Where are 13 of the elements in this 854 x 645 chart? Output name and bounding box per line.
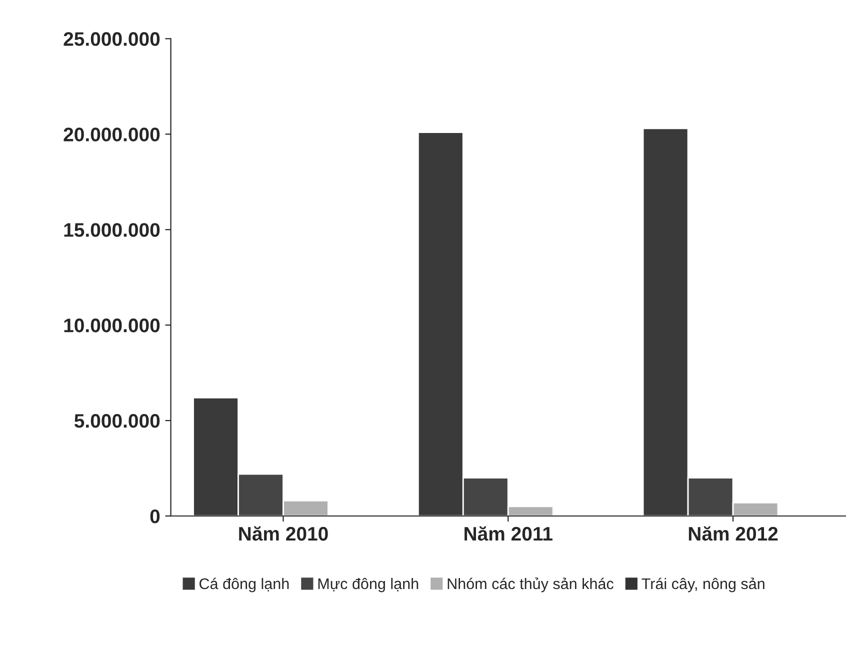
- y-tick-label: 10.000.000: [64, 318, 160, 332]
- y-tick-label: 5.000.000: [74, 414, 160, 428]
- legend-label: Mực đông lạnh: [318, 578, 418, 592]
- legend-label: Nhóm các thủy sản khác: [448, 577, 614, 592]
- x-tick-label: Năm 2011: [464, 526, 552, 541]
- y-tick-label: 20.000.000: [64, 128, 160, 142]
- legend-label: Cá đông lạnh: [200, 578, 289, 592]
- y-tick-label: 0: [150, 509, 160, 524]
- y-tick-label: 25.000.000: [64, 32, 160, 46]
- x-tick-label: Năm 2012: [688, 526, 778, 541]
- x-tick-label: Năm 2010: [239, 526, 328, 541]
- legend-label: Trái cây, nông sản: [642, 578, 764, 592]
- y-tick-label: 15.000.000: [64, 223, 160, 237]
